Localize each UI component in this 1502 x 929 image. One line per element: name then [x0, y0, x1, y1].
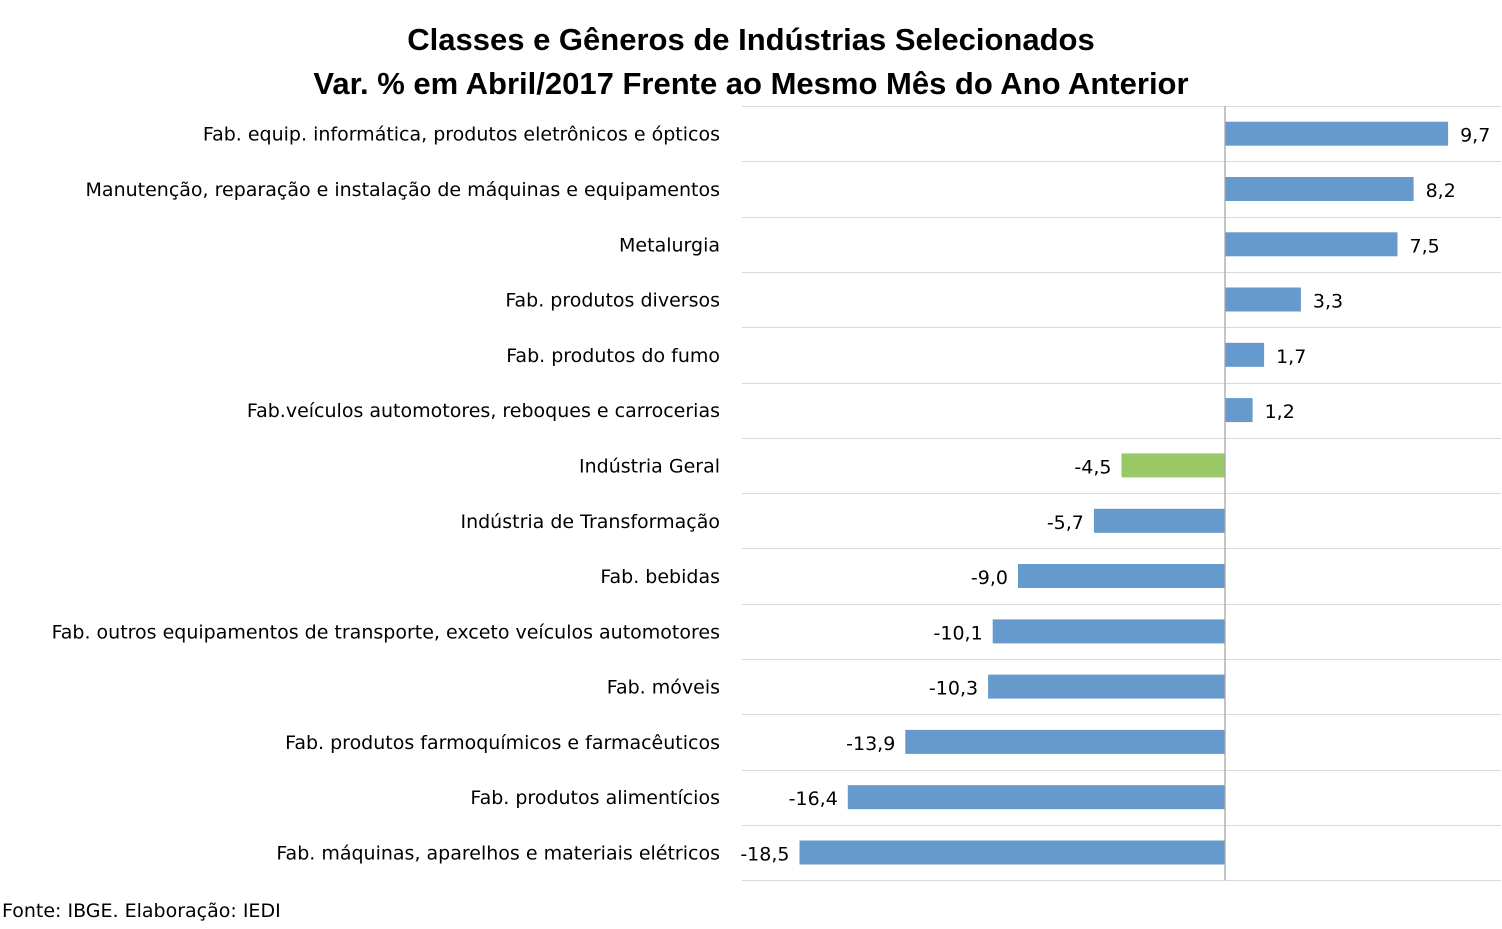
category-label: Fab. máquinas, aparelhos e materiais elé… [276, 843, 720, 865]
bar [992, 619, 1225, 644]
chart-title: Classes e Gêneros de Indústrias Selecion… [407, 22, 1095, 57]
bar [1018, 564, 1225, 588]
source-note: Fonte: IBGE. Elaboração: IEDI [2, 900, 281, 922]
value-label: -10,3 [929, 678, 978, 700]
category-label: Fab. produtos alimentícios [470, 787, 720, 809]
category-label: Indústria de Transformação [460, 511, 720, 533]
bar [799, 840, 1225, 865]
bar [1225, 121, 1449, 146]
category-label: Fab. equip. informática, produtos eletrô… [203, 124, 720, 146]
bar [1093, 508, 1225, 533]
value-label: 3,3 [1313, 291, 1343, 313]
bar [1225, 287, 1301, 312]
category-label: Fab. produtos farmoquímicos e farmacêuti… [285, 732, 720, 754]
bar [905, 729, 1225, 754]
bar [1225, 232, 1398, 257]
value-label: 8,2 [1426, 180, 1456, 202]
category-label: Fab. outros equipamentos de transporte, … [52, 621, 720, 643]
category-label: Fab.veículos automotores, reboques e car… [247, 400, 720, 422]
value-label: -13,9 [846, 733, 895, 755]
category-label: Fab. móveis [607, 677, 720, 699]
value-label: -4,5 [1074, 456, 1111, 478]
category-labels: Fab. equip. informática, produtos eletrô… [52, 124, 720, 865]
value-label: -5,7 [1047, 512, 1084, 534]
bars [799, 121, 1449, 865]
value-label: 9,7 [1460, 125, 1490, 147]
bar [1225, 342, 1265, 367]
value-label: -18,5 [740, 844, 789, 866]
value-label: -10,1 [934, 622, 983, 644]
category-label: Indústria Geral [579, 455, 720, 477]
bar [988, 674, 1225, 699]
chart-subtitle: Var. % em Abril/2017 Frente ao Mesmo Mês… [313, 66, 1189, 101]
category-label: Fab. produtos diversos [505, 290, 720, 312]
chart-title-block: Classes e Gêneros de Indústrias Selecion… [0, 18, 1502, 106]
value-label: 1,2 [1265, 401, 1295, 423]
value-label: 7,5 [1410, 235, 1440, 257]
category-label: Manutenção, reparação e instalação de má… [86, 179, 720, 201]
value-label: 1,7 [1276, 346, 1306, 368]
value-label: -16,4 [789, 788, 838, 810]
category-label: Metalurgia [619, 234, 720, 256]
category-label: Fab. produtos do fumo [506, 345, 720, 367]
value-label: -9,0 [971, 567, 1008, 589]
gridlines [742, 106, 1501, 881]
value-labels: 9,7 8,2 7,5 3,3 1,7 1,2 -4,5 -5,7 -9,0 -10,1 -10,3… [740, 125, 1490, 866]
bar [1225, 398, 1253, 423]
category-label: Fab. bebidas [600, 566, 720, 588]
bar [1121, 453, 1225, 478]
bar [847, 785, 1225, 810]
bar [1225, 177, 1414, 201]
